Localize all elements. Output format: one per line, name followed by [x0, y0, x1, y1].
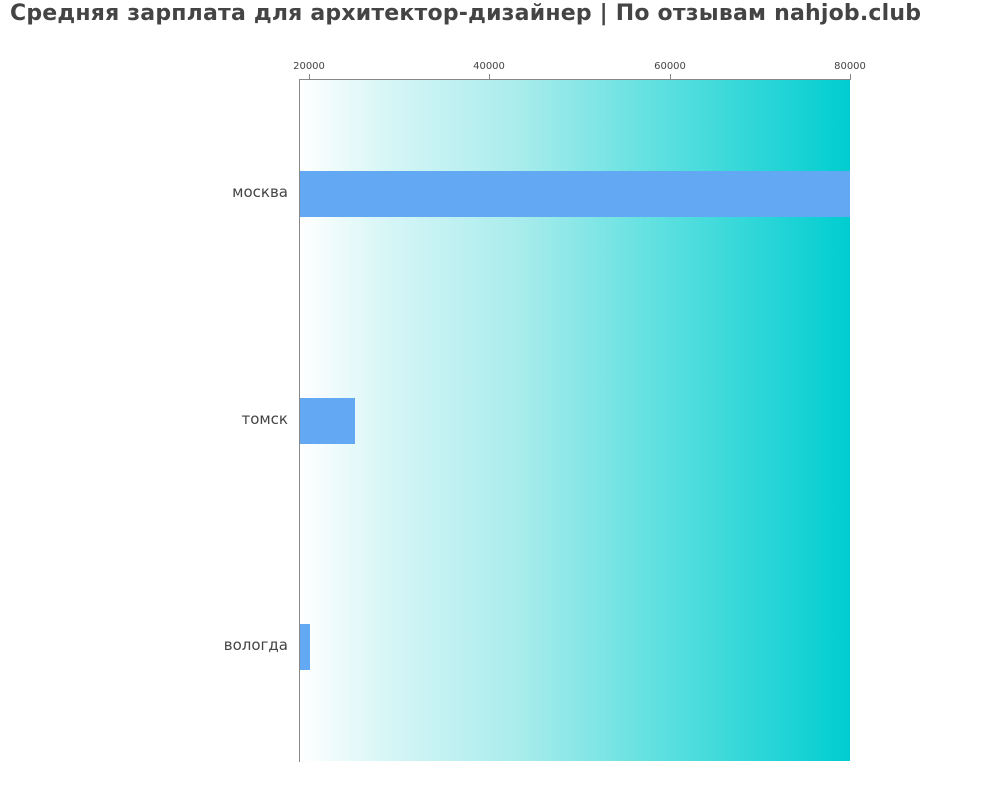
- bar-moskva: [300, 171, 850, 217]
- category-label: москва: [232, 183, 288, 201]
- category-label: томск: [241, 410, 288, 428]
- x-tick: [489, 74, 490, 80]
- x-tick-label: 80000: [834, 61, 866, 72]
- x-tick-label: 40000: [473, 61, 505, 72]
- y-axis-line: [299, 79, 300, 762]
- bar-vologda: [300, 624, 310, 670]
- category-label: вологда: [223, 636, 288, 654]
- x-tick-label: 60000: [654, 61, 686, 72]
- x-tick-label: 20000: [293, 61, 325, 72]
- chart-title: Средняя зарплата для архитектор-дизайнер…: [10, 1, 922, 26]
- x-axis-line: [300, 79, 850, 80]
- x-tick: [850, 74, 851, 80]
- x-tick: [670, 74, 671, 80]
- bar-tomsk: [300, 398, 355, 444]
- x-tick: [309, 74, 310, 80]
